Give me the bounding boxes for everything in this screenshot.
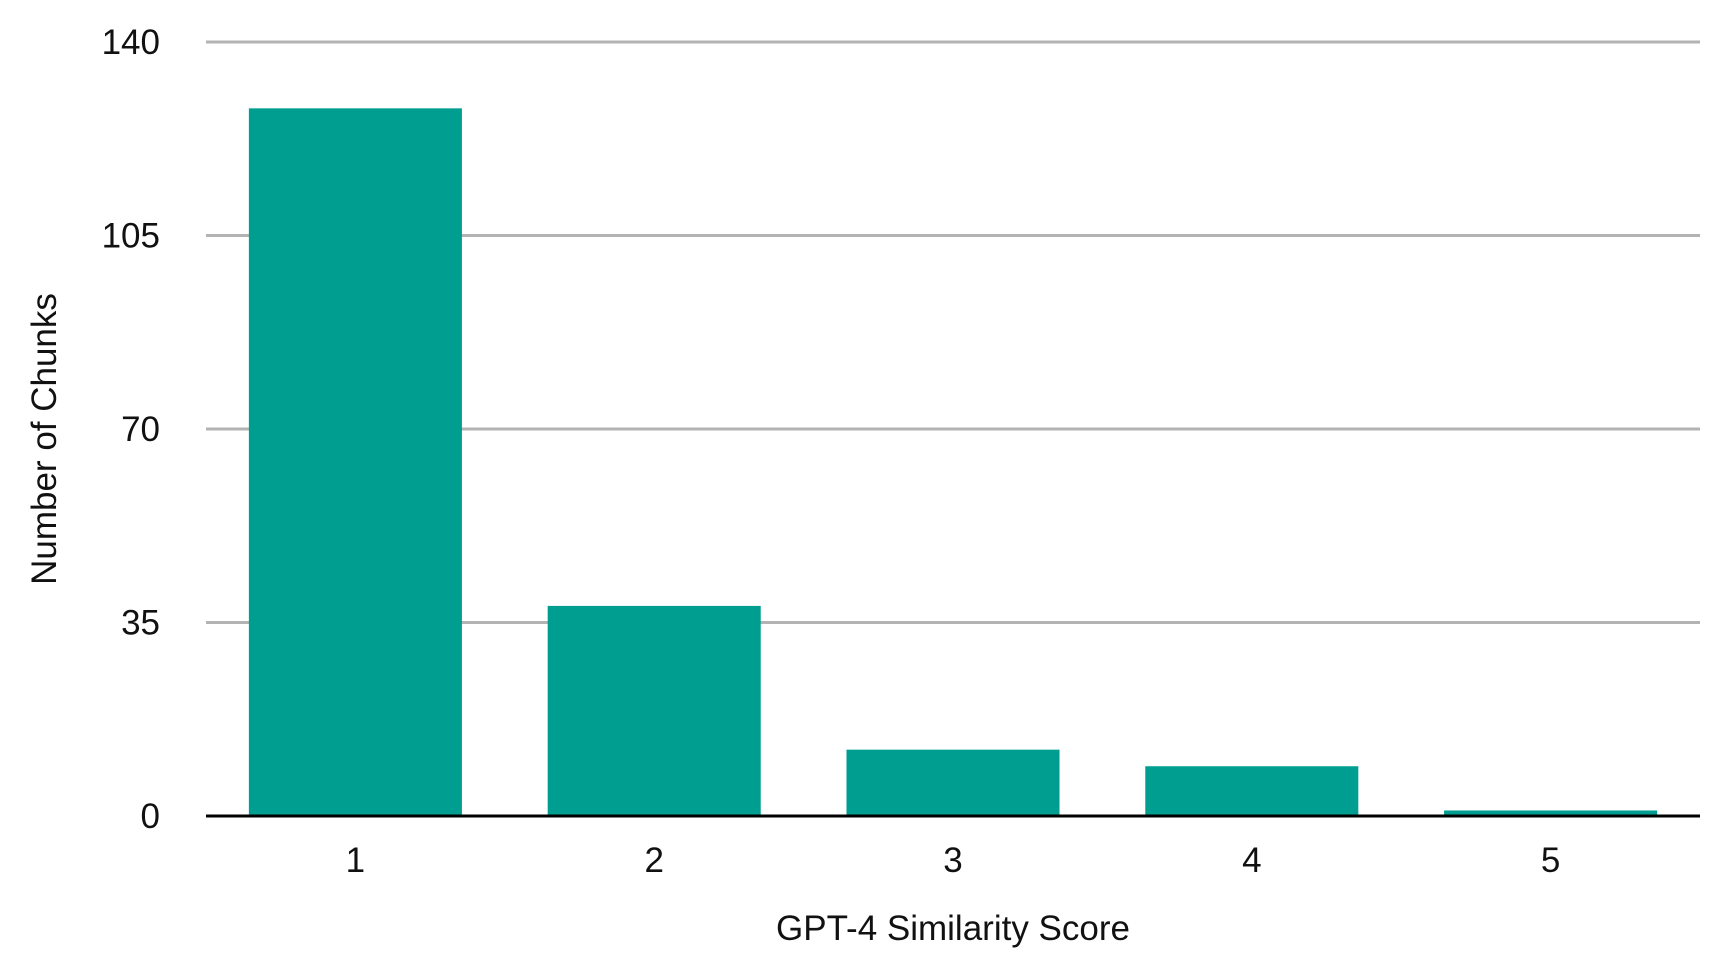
bar-4 xyxy=(1145,766,1359,816)
bar-2 xyxy=(547,605,761,816)
bar-1 xyxy=(248,108,462,817)
y-tick-label: 0 xyxy=(141,797,160,836)
y-tick-label: 35 xyxy=(121,604,160,643)
y-tick-label: 70 xyxy=(121,410,160,449)
x-axis-title: GPT-4 Similarity Score xyxy=(776,909,1130,948)
y-axis-title: Number of Chunks xyxy=(25,293,64,585)
x-tick-label: 2 xyxy=(644,841,663,880)
x-tick-label: 3 xyxy=(943,841,962,880)
axes: 0 35 70 105 140 1 2 3 4 5 xyxy=(102,23,1700,880)
x-tick-label: 4 xyxy=(1242,841,1261,880)
bar-5 xyxy=(1444,810,1658,816)
x-tick-label: 5 xyxy=(1541,841,1560,880)
y-tick-label: 140 xyxy=(102,23,160,62)
bars xyxy=(248,108,1658,817)
y-tick-label: 105 xyxy=(102,217,160,256)
x-tick-label: 1 xyxy=(346,841,365,880)
bar-3 xyxy=(846,749,1060,816)
